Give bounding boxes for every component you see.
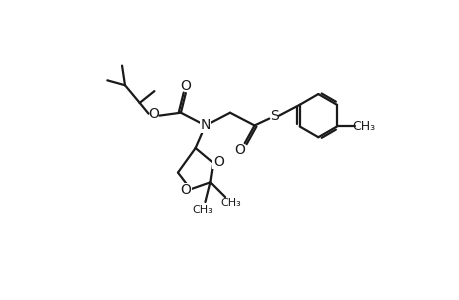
Text: O: O <box>180 183 191 197</box>
Text: CH₃: CH₃ <box>192 205 213 215</box>
Text: O: O <box>234 143 245 157</box>
Text: CH₃: CH₃ <box>220 198 241 208</box>
Text: O: O <box>180 79 191 93</box>
Text: CH₃: CH₃ <box>351 120 374 133</box>
Text: O: O <box>213 155 223 169</box>
Text: S: S <box>269 109 278 123</box>
Text: O: O <box>148 107 158 121</box>
Text: N: N <box>200 118 210 133</box>
